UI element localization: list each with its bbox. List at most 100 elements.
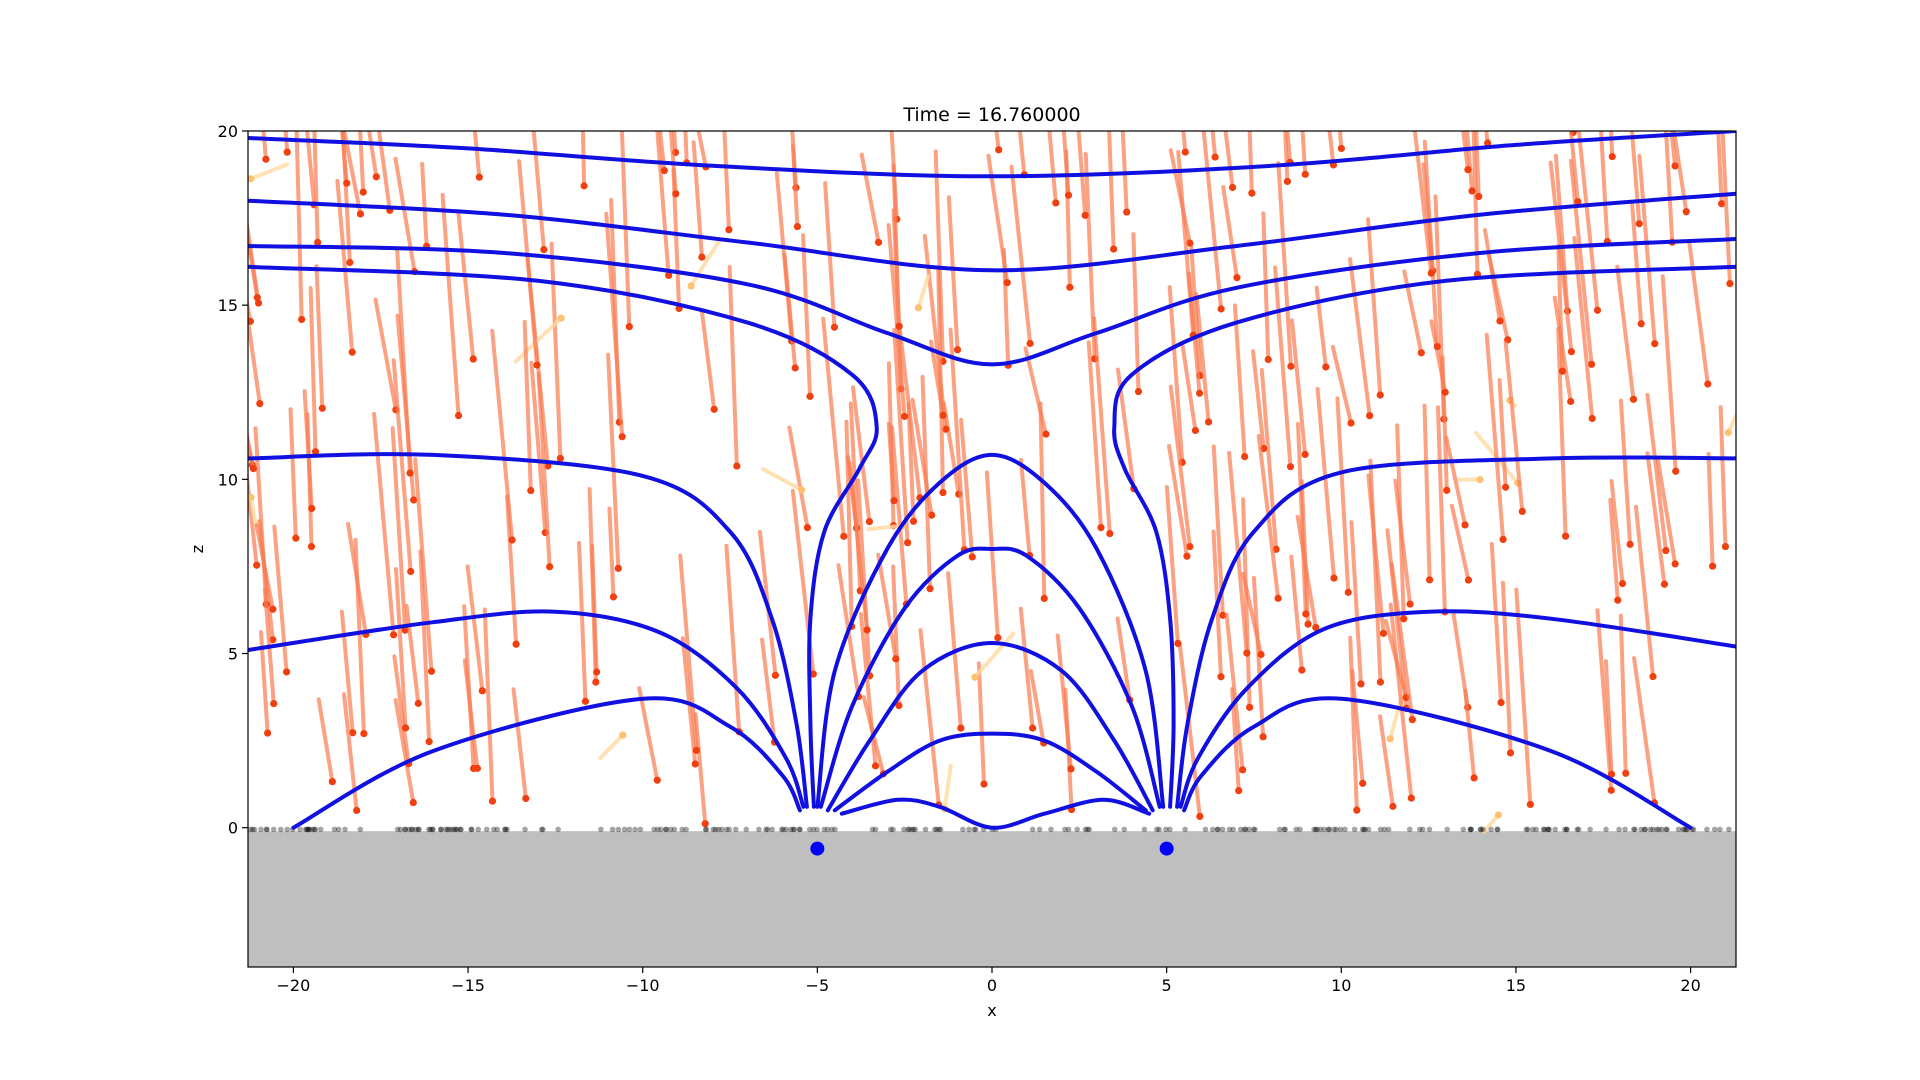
particle-trail [1115, 616, 1132, 702]
particle-head [1426, 576, 1434, 584]
surface-particle [1062, 826, 1068, 833]
particle-head [469, 764, 478, 773]
surface-particle [1276, 826, 1283, 833]
particle-trail [891, 208, 902, 329]
particle-head [1233, 274, 1241, 282]
surface-particle [1631, 826, 1637, 833]
particle-trail [302, 389, 314, 511]
particle-trail [1385, 528, 1409, 711]
particle-head [687, 282, 695, 290]
particle-trail [948, 327, 967, 552]
surface-particle [1494, 826, 1501, 833]
surface-particle [1252, 826, 1258, 833]
particle-head [1243, 649, 1251, 657]
particle-head [478, 687, 486, 695]
particle-trail [1086, 340, 1104, 530]
particle-trail [288, 407, 298, 541]
particle-head [1618, 579, 1627, 588]
particle-head [619, 731, 627, 739]
surface-particle [457, 826, 464, 833]
particle-trail [598, 733, 625, 761]
surface-particle [249, 826, 256, 833]
surface-particle [1337, 826, 1344, 833]
particle-trail [1474, 131, 1481, 199]
surface-particle [712, 826, 719, 833]
field-line [818, 546, 1162, 809]
particle-trail [1609, 479, 1625, 586]
particle-head [871, 762, 880, 770]
surface-particle [790, 826, 797, 833]
chart-title: Time = 16.760000 [902, 104, 1080, 126]
surface-particle [615, 826, 622, 833]
particle-trail [1435, 405, 1447, 614]
particle-trail [472, 131, 482, 180]
particle-head [803, 524, 812, 532]
particle-head [522, 794, 530, 803]
surface-particle [1711, 826, 1718, 833]
particle-head [1274, 594, 1282, 602]
surface-particle [1641, 826, 1648, 833]
particle-head [1506, 749, 1515, 757]
particle-head [1134, 387, 1143, 396]
particle-head [348, 348, 356, 356]
particle-trail [393, 156, 417, 274]
x-tick-label: −20 [277, 976, 311, 995]
particle-trail [858, 611, 878, 768]
particle-head [1651, 340, 1659, 348]
particle-trail [536, 371, 552, 569]
particle-head [1301, 450, 1309, 458]
particle-head [1476, 475, 1484, 484]
surface-particle [1314, 826, 1320, 833]
particle-head [797, 486, 806, 494]
particle-trail [1283, 131, 1290, 184]
particle-head [1196, 812, 1204, 821]
particle-head [1259, 733, 1267, 741]
particle-head [1461, 521, 1469, 529]
particle-head [1257, 650, 1265, 659]
surface-particle [1587, 826, 1593, 833]
surface-particle [1564, 826, 1570, 833]
particle-trail [876, 552, 898, 661]
particle-head [248, 175, 255, 183]
particle-trail [1366, 473, 1386, 636]
particle-head [1496, 317, 1504, 325]
surface-particle [1141, 826, 1148, 833]
surface-particle [1209, 826, 1216, 833]
surface-markers [248, 826, 1732, 833]
surface-particle [1717, 826, 1723, 833]
surface-particle [1494, 826, 1501, 833]
surface-particle [966, 826, 972, 833]
particle-head [1660, 580, 1669, 588]
surface-particle [303, 826, 310, 833]
surface-particle [937, 826, 944, 833]
surface-particle [1230, 826, 1236, 833]
surface-particle [317, 826, 324, 833]
particle-trail [1576, 131, 1600, 313]
surface-particle [1226, 826, 1233, 833]
particle-head [793, 223, 802, 231]
particle-head [343, 179, 351, 187]
particle-trail [946, 195, 960, 352]
surface-particle [1544, 826, 1551, 833]
particle-head [890, 497, 898, 505]
particle-trail [393, 697, 416, 805]
particle-head [995, 146, 1003, 154]
particle-trail [1556, 327, 1568, 539]
particle-head [1443, 486, 1451, 494]
particle-head [895, 701, 903, 710]
surface-particle [1460, 826, 1467, 833]
particle-trail [782, 252, 798, 370]
particle-trail [1221, 185, 1239, 280]
particle-trail [1615, 264, 1636, 402]
particle-trail [607, 506, 616, 599]
particle-head [253, 293, 261, 302]
surface-particle [1523, 826, 1530, 833]
particle-head [892, 655, 900, 663]
particle-head [372, 173, 380, 181]
surface-particle [430, 826, 436, 833]
particle-head [1567, 348, 1576, 356]
particle-head [1344, 588, 1352, 596]
surface-particle [438, 826, 444, 833]
particle-head [609, 593, 618, 601]
